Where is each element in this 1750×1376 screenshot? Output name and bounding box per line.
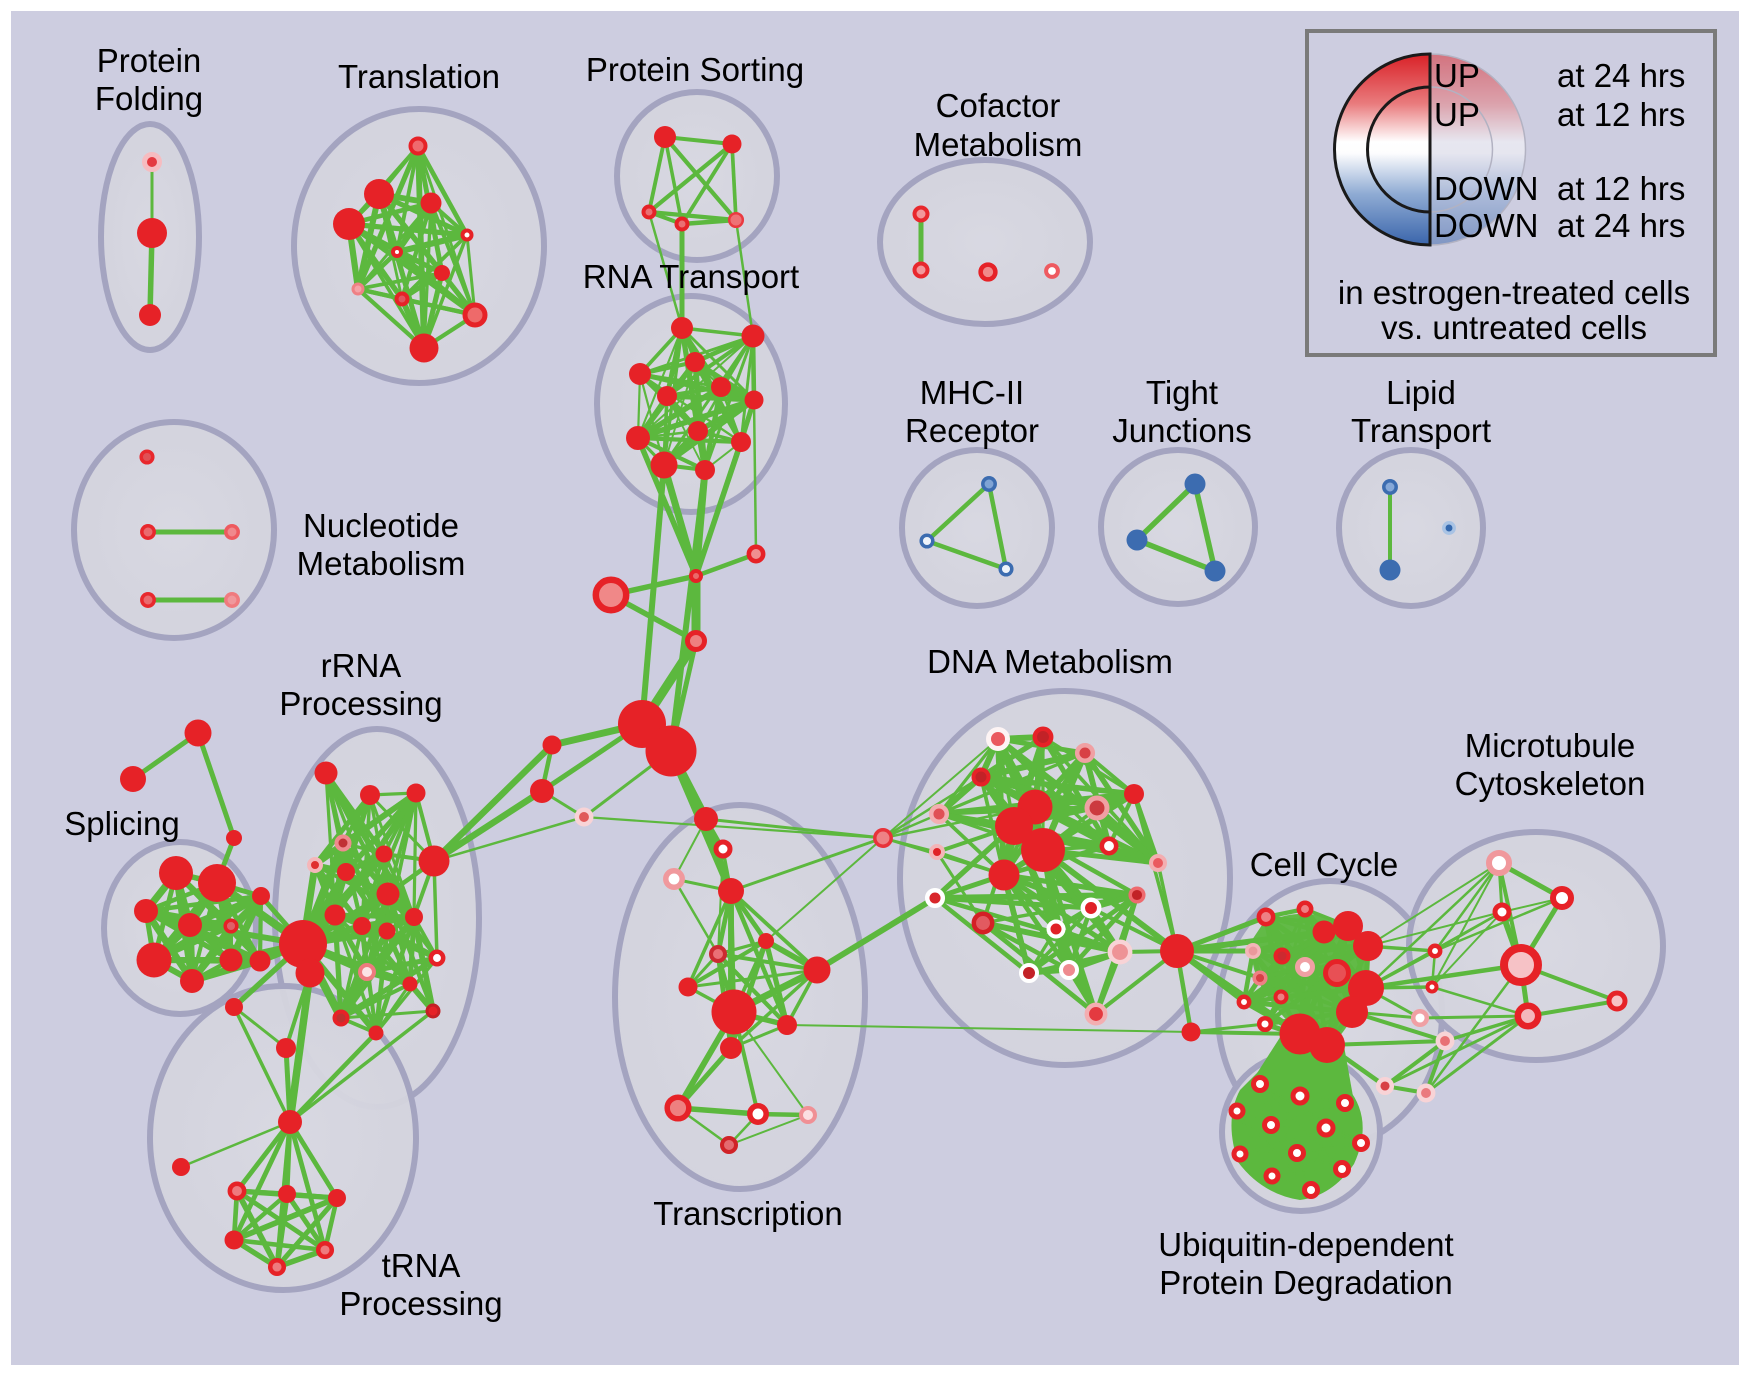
svg-text:Ubiquitin-dependent: Ubiquitin-dependent [1158, 1226, 1453, 1263]
svg-text:Protein: Protein [97, 42, 202, 79]
svg-text:at 12 hrs: at 12 hrs [1557, 96, 1685, 133]
svg-text:Transcription: Transcription [653, 1195, 843, 1232]
svg-text:Processing: Processing [339, 1285, 502, 1322]
svg-text:Nucleotide: Nucleotide [303, 507, 459, 544]
svg-text:tRNA: tRNA [382, 1247, 461, 1284]
svg-text:at 24 hrs: at 24 hrs [1557, 57, 1685, 94]
svg-text:rRNA: rRNA [321, 647, 402, 684]
svg-text:Junctions: Junctions [1112, 412, 1251, 449]
svg-text:Protein Degradation: Protein Degradation [1159, 1264, 1453, 1301]
svg-text:Cell Cycle: Cell Cycle [1250, 846, 1399, 883]
svg-text:Lipid: Lipid [1386, 374, 1456, 411]
svg-text:Cytoskeleton: Cytoskeleton [1455, 765, 1646, 802]
svg-text:Transport: Transport [1351, 412, 1491, 449]
svg-text:RNA Transport: RNA Transport [583, 258, 799, 295]
svg-text:UP: UP [1434, 96, 1480, 133]
svg-text:UP: UP [1434, 57, 1480, 94]
svg-text:Translation: Translation [338, 58, 500, 95]
svg-text:MHC-II: MHC-II [920, 374, 1024, 411]
svg-text:Metabolism: Metabolism [297, 545, 466, 582]
svg-text:at 24 hrs: at 24 hrs [1557, 207, 1685, 244]
svg-text:DNA Metabolism: DNA Metabolism [927, 643, 1173, 680]
svg-text:Cofactor: Cofactor [936, 87, 1061, 124]
svg-text:Splicing: Splicing [64, 805, 180, 842]
svg-text:DOWN: DOWN [1434, 170, 1538, 207]
svg-text:Folding: Folding [95, 80, 203, 117]
svg-text:in estrogen-treated cells: in estrogen-treated cells [1338, 274, 1690, 311]
svg-text:vs. untreated cells: vs. untreated cells [1381, 309, 1647, 346]
svg-text:at 12 hrs: at 12 hrs [1557, 170, 1685, 207]
svg-text:Receptor: Receptor [905, 412, 1039, 449]
svg-text:DOWN: DOWN [1434, 207, 1538, 244]
svg-text:Metabolism: Metabolism [914, 126, 1083, 163]
svg-text:Tight: Tight [1146, 374, 1218, 411]
svg-text:Processing: Processing [279, 685, 442, 722]
svg-text:Protein Sorting: Protein Sorting [586, 51, 804, 88]
svg-text:Microtubule: Microtubule [1465, 727, 1636, 764]
